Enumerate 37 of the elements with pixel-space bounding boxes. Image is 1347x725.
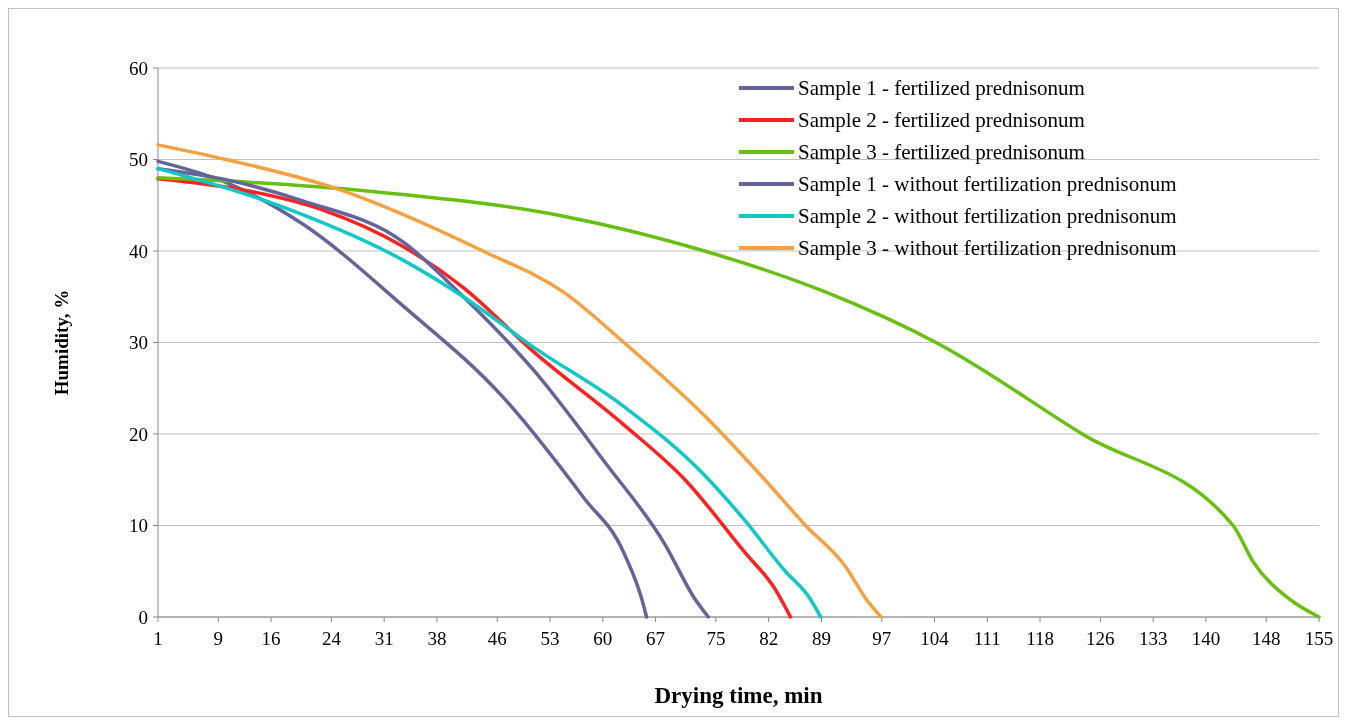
y-tick-label: 0 [138,606,148,628]
legend-label: Sample 2 - fertilized prednisonum [798,108,1085,133]
x-tick-label: 60 [593,628,613,649]
x-tick-label: 155 [1304,628,1334,649]
x-tick-label: 97 [872,628,892,649]
x-tick-label: 75 [706,628,726,649]
y-tick-label: 50 [129,149,148,171]
x-tick-label: 16 [261,628,281,649]
x-tick-label: 1 [153,628,163,649]
x-tick-label: 140 [1191,628,1221,649]
legend-label: Sample 1 - without fertilization prednisonum [798,172,1177,197]
x-tick-label: 89 [811,628,831,649]
legend-label: Sample 2 - without fertilization prednisonum [798,204,1177,229]
y-tick-label: 30 [129,332,148,354]
x-tick-label: 31 [374,628,394,649]
x-tick-label: 67 [646,628,666,649]
x-axis-title: Drying time, min [654,683,823,708]
x-tick-label: 133 [1138,628,1168,649]
x-tick-label: 148 [1251,628,1281,649]
x-tick-label: 82 [759,628,779,649]
y-tick-label: 10 [129,515,148,537]
y-tick-label: 40 [129,240,148,262]
x-tick-label: 46 [487,628,507,649]
x-tick-label: 24 [321,628,342,649]
y-tick-label: 60 [129,57,148,79]
y-axis-title: Humidity, % [51,289,72,396]
y-tick-label: 20 [129,423,148,445]
x-tick-label: 9 [213,628,224,649]
x-tick-label: 104 [920,628,950,649]
x-tick-label: 53 [540,628,560,649]
x-tick-label: 38 [427,628,447,649]
legend-label: Sample 3 - fertilized prednisonum [798,140,1085,165]
x-tick-label: 126 [1086,628,1115,649]
legend-label: Sample 3 - without fertilization prednisonum [798,236,1177,261]
x-tick-label: 111 [973,628,1001,649]
x-tick-label: 118 [1026,628,1054,649]
legend-label: Sample 1 - fertilized prednisonum [798,76,1085,101]
